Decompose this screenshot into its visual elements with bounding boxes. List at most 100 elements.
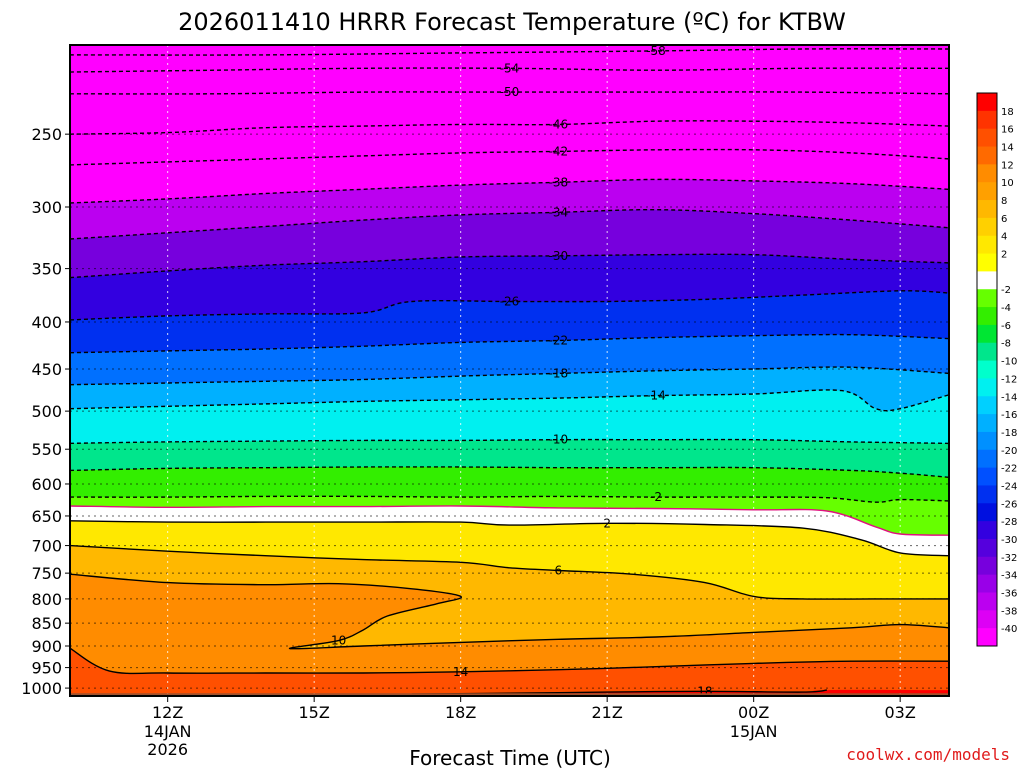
colorbar-cell (977, 360, 997, 379)
isotherm-label: 10 (331, 634, 346, 648)
colorbar-cell (977, 556, 997, 576)
colorbar-label: -40 (1001, 624, 1017, 635)
isotherm-label: 14 (453, 665, 468, 679)
x-tick-sublabel: 2026 (147, 740, 188, 759)
y-tick-label: 800 (31, 590, 62, 609)
y-tick-label: 950 (31, 659, 62, 678)
isotherm--2 (70, 495, 949, 503)
colorbar-cell (977, 574, 997, 593)
isotherm-label: -10 (549, 433, 569, 447)
colorbar-legend: 18 16 14 12 10 8 6 4 2 -2 -4 -6 -8 -10 -12 -14 -16 -18 -20… (976, 92, 1017, 647)
colorbar-label: -26 (1001, 499, 1017, 510)
colorbar-cell (977, 592, 997, 611)
colorbar-cell (977, 253, 997, 272)
colorbar-cell (977, 521, 997, 540)
x-tick-label: 12Z (152, 703, 183, 722)
isotherm-label: -14 (646, 389, 666, 403)
colorbar-frame (976, 92, 998, 647)
y-tick-label: 550 (31, 440, 62, 459)
isotherm-2 (70, 520, 949, 557)
colorbar-cell (977, 324, 997, 344)
isotherm-0 (70, 505, 949, 536)
colorbar-cell (977, 200, 997, 219)
y-tick-label: 750 (31, 564, 62, 583)
colorbar-label: 12 (1001, 160, 1014, 171)
x-tick-sublabel: 14JAN (144, 722, 192, 741)
gridlines (70, 45, 949, 696)
isotherm-label: 6 (555, 563, 563, 577)
y-tick-label: 400 (31, 313, 62, 332)
colorbar-cell (977, 110, 997, 130)
colorbar-label: 16 (1001, 125, 1014, 136)
isotherm--26 (70, 290, 949, 321)
x-tick-label: 03Z (885, 703, 916, 722)
colorbar-cell (977, 467, 997, 486)
chart-title: 2026011410 HRRR Forecast Temperature (ºC… (178, 8, 846, 36)
colorbar-cell (977, 182, 997, 201)
y-tick-label: 450 (31, 360, 62, 379)
colorbar-label: -16 (1001, 410, 1017, 421)
colorbar-label: -32 (1001, 553, 1017, 564)
colorbar-cell (977, 271, 997, 290)
colorbar-cell (977, 396, 997, 415)
isotherm-14 (70, 647, 949, 675)
y-tick-label: 650 (31, 507, 62, 526)
colorbar-cell (977, 414, 997, 433)
colorbar-label: -38 (1001, 606, 1017, 617)
isotherm-label: -18 (549, 366, 569, 380)
colorbar-label: -28 (1001, 517, 1017, 528)
colorbar-cell (977, 628, 997, 647)
isotherms: -58-54-50-46-42-38-34-30-26-22-18-14-10-… (70, 44, 949, 696)
y-tick-label: 1000 (21, 679, 62, 698)
colorbar-cell (977, 431, 997, 451)
y-tick-label: 250 (31, 125, 62, 144)
isotherm--58 (70, 48, 949, 56)
isotherm-label: -58 (646, 44, 666, 58)
colorbar-cell (977, 503, 997, 522)
colorbar-cell (977, 538, 997, 558)
y-tick-label: 500 (31, 402, 62, 421)
colorbar-label: -2 (1001, 285, 1011, 296)
y-tick-label: 700 (31, 537, 62, 556)
isotherm-label: -38 (549, 175, 569, 189)
colorbar-cell (977, 485, 997, 504)
colorbar-cell (977, 217, 997, 237)
isotherm-label: -42 (549, 144, 569, 158)
isotherm-label: 2 (603, 516, 611, 530)
isotherm-label: -22 (549, 334, 569, 348)
colorbar-label: 2 (1001, 250, 1007, 261)
isotherm-label: -2 (650, 490, 662, 504)
isotherm-label: -34 (549, 205, 569, 219)
colorbar-label: -22 (1001, 464, 1017, 475)
isotherm--14 (70, 389, 949, 412)
colorbar-label: 6 (1001, 214, 1007, 225)
colorbar-label: -18 (1001, 428, 1017, 439)
x-tick-label: 18Z (445, 703, 476, 722)
colorbar-label: -14 (1001, 392, 1017, 403)
y-tick-label: 850 (31, 614, 62, 633)
colorbar-cell (977, 342, 997, 362)
temperature-bands (70, 45, 949, 696)
colorbar-label: 14 (1001, 143, 1014, 154)
colorbar-label: -36 (1001, 588, 1017, 599)
colorbar-label: -4 (1001, 303, 1011, 314)
plot-frame (69, 44, 950, 697)
colorbar-label: 10 (1001, 178, 1014, 189)
y-tick-label: 900 (31, 637, 62, 656)
colorbar-cell (977, 146, 997, 165)
ground-layer (70, 693, 949, 696)
colorbar-cell (977, 307, 997, 326)
isotherm-label: -50 (500, 85, 520, 99)
colorbar-label: 8 (1001, 196, 1007, 207)
colorbar-label: -10 (1001, 357, 1017, 368)
x-axis-title: Forecast Time (UTC) (409, 746, 611, 768)
colorbar-label: -20 (1001, 446, 1017, 457)
colorbar-label: -24 (1001, 481, 1017, 492)
colorbar-label: -34 (1001, 571, 1017, 582)
colorbar-cell (977, 289, 997, 308)
isotherm-label: -46 (549, 117, 569, 131)
colorbar-cell (977, 449, 997, 469)
colorbar-label: -6 (1001, 321, 1011, 332)
